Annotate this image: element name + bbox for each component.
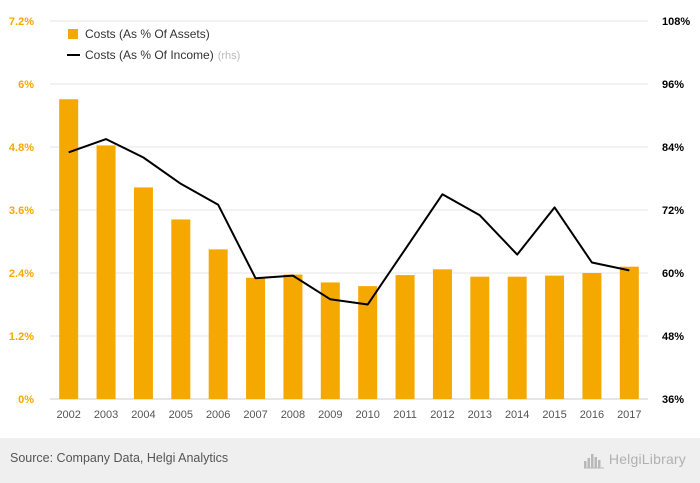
legend-label-income-suffix: (rhs) (218, 50, 241, 62)
x-tick-label: 2005 (169, 409, 193, 421)
x-tick-label: 2002 (56, 409, 80, 421)
bar-2008 (283, 274, 303, 399)
legend-label-income-name: Costs (As % Of Income) (85, 48, 214, 62)
x-tick-label: 2004 (131, 409, 155, 421)
right-tick-label: 96% (662, 79, 684, 91)
x-tick-label: 2016 (580, 409, 604, 421)
x-tick-label: 2012 (430, 409, 454, 421)
brand-name: HelgiLibrary (608, 451, 686, 467)
right-tick-label: 48% (662, 331, 684, 343)
x-tick-label: 2006 (206, 409, 230, 421)
x-tick-label: 2008 (281, 409, 305, 421)
legend: Costs (As % Of Assets) Costs (As % Of In… (67, 27, 240, 62)
x-tick-label: 2015 (542, 409, 566, 421)
x-tick-label: 2007 (243, 409, 267, 421)
bar-2003 (96, 145, 116, 399)
bar-2015 (545, 275, 565, 399)
bar-2007 (246, 277, 266, 399)
footer: Source: Company Data, Helgi Analytics He… (0, 438, 700, 483)
legend-label-assets: Costs (As % Of Assets) (85, 27, 210, 41)
x-axis: 2002 2003 2004 2005 2006 2007 2008 2009 2010 2011… (56, 409, 641, 421)
right-tick-label: 108% (662, 16, 690, 28)
legend-swatch-assets (68, 29, 78, 39)
bar-2013 (470, 276, 490, 399)
chart: 0% 1.2% 2.4% 3.6% 4.8% 6% 7.2% 36% 48% 60% 72% 84%… (9, 16, 690, 421)
right-axis: 36% 48% 60% 72% 84% 96% 108% (662, 16, 690, 406)
left-axis: 0% 1.2% 2.4% 3.6% 4.8% 6% 7.2% (9, 16, 34, 406)
bar-2011 (395, 275, 415, 399)
x-tick-label: 2003 (94, 409, 118, 421)
x-tick-label: 2014 (505, 409, 529, 421)
left-tick-label: 1.2% (9, 331, 34, 343)
right-tick-label: 84% (662, 142, 684, 154)
right-tick-label: 36% (662, 394, 684, 406)
left-tick-label: 7.2% (9, 16, 34, 28)
bar-2009 (320, 282, 340, 399)
left-tick-label: 3.6% (9, 205, 34, 217)
brand-logo: HelgiLibrary (583, 448, 686, 470)
bar-2002 (59, 99, 79, 399)
bar-2010 (358, 286, 378, 399)
bar-2012 (432, 269, 452, 399)
x-tick-label: 2009 (318, 409, 342, 421)
bar-2004 (133, 187, 153, 399)
line-series (68, 138, 630, 306)
x-tick-label: 2013 (468, 409, 492, 421)
left-tick-label: 6% (18, 79, 34, 91)
right-tick-label: 72% (662, 205, 684, 217)
left-tick-label: 2.4% (9, 268, 34, 280)
left-tick-label: 0% (18, 394, 34, 406)
bar-2016 (582, 273, 602, 399)
bar-2014 (507, 276, 527, 399)
bar-2005 (171, 219, 191, 399)
x-tick-label: 2010 (355, 409, 379, 421)
bar-2006 (208, 249, 228, 399)
legend-label-income: Costs (As % Of Income) (rhs) (85, 48, 240, 62)
x-tick-label: 2017 (617, 409, 641, 421)
bar-2017 (619, 266, 639, 399)
source-text: Source: Company Data, Helgi Analytics (10, 451, 229, 465)
bar-series (59, 99, 639, 399)
left-tick-label: 4.8% (9, 142, 34, 154)
income-line (68, 138, 630, 306)
library-icon (583, 454, 604, 469)
x-tick-label: 2011 (393, 409, 417, 421)
right-tick-label: 60% (662, 268, 684, 280)
